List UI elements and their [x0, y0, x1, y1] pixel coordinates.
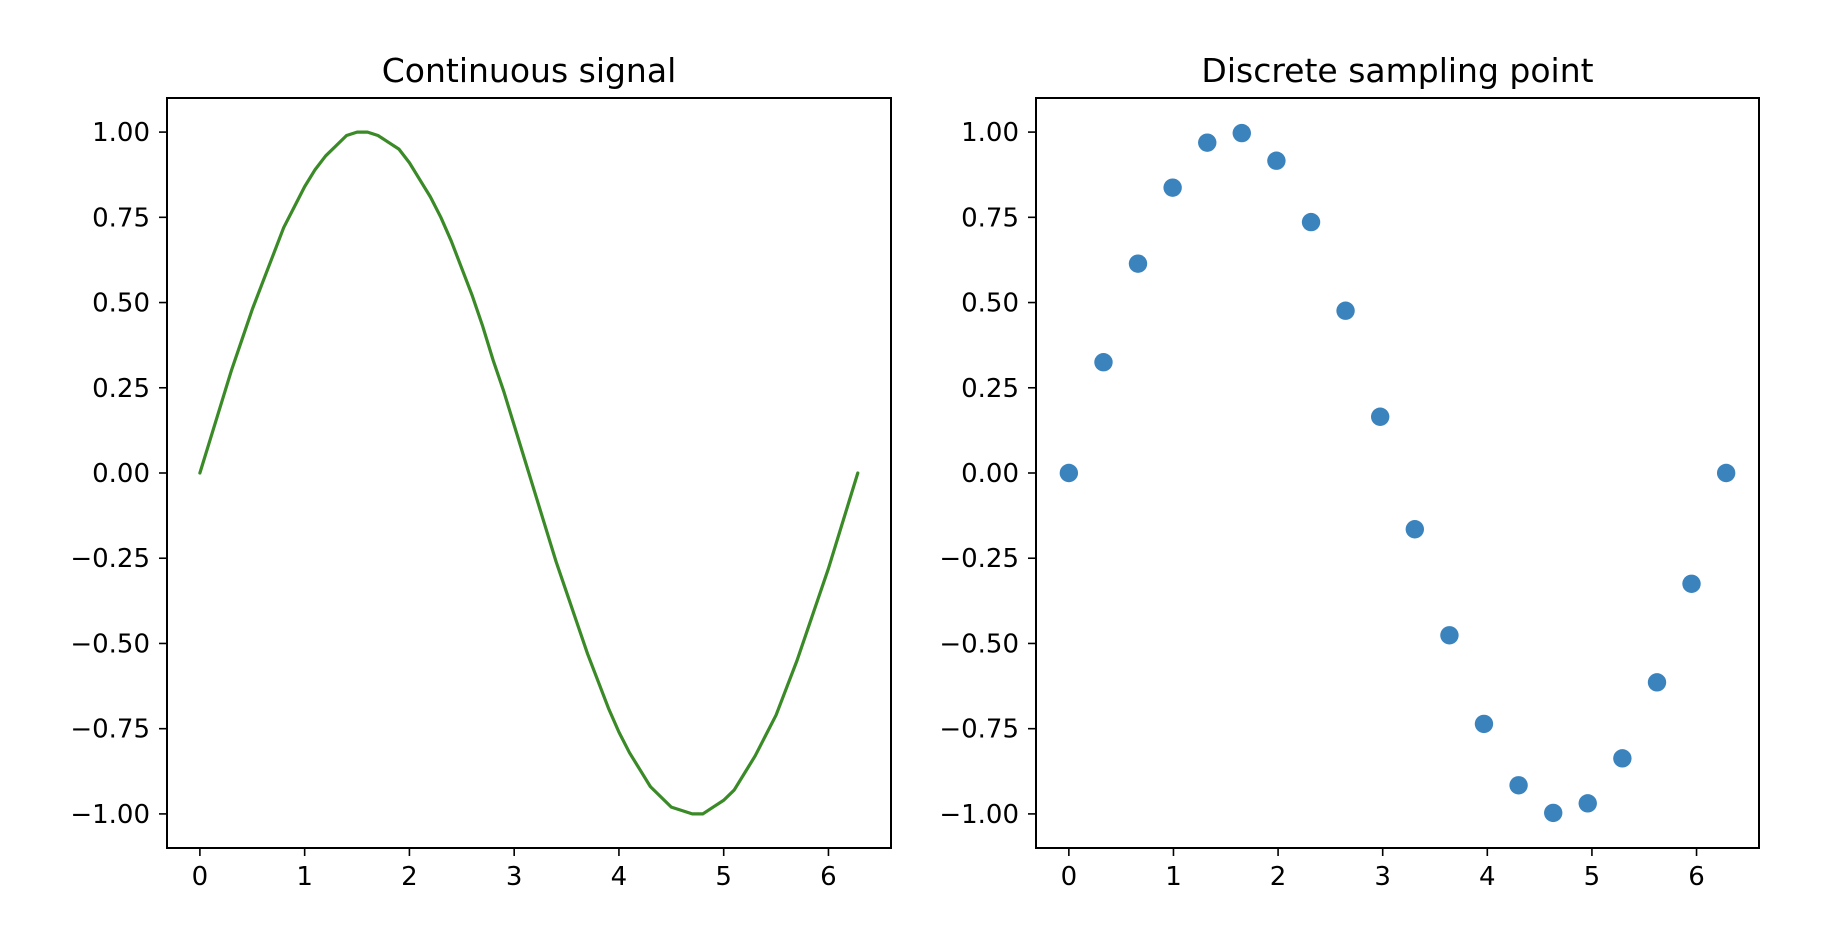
sample-point [1267, 151, 1286, 170]
sample-point [1440, 626, 1459, 645]
x-tick-label: 2 [1270, 862, 1287, 892]
sample-point [1059, 463, 1079, 483]
x-tick-label: 0 [192, 862, 209, 892]
y-tick-label: −0.75 [939, 715, 1019, 745]
y-tick-label: 1.00 [961, 118, 1019, 148]
y-tick-label: −0.50 [939, 629, 1019, 659]
sample-point [1613, 749, 1632, 768]
x-tick-label: 0 [1061, 862, 1078, 892]
x-tick-label: 5 [715, 862, 732, 892]
x-tick-label: 4 [611, 862, 628, 892]
chart-title: Discrete sampling point [1201, 51, 1593, 90]
sample-point [1474, 714, 1494, 734]
x-tick-label: 6 [1688, 862, 1705, 892]
sample-point [1578, 794, 1597, 813]
y-tick-label: −1.00 [70, 800, 150, 830]
sample-point [1301, 212, 1321, 232]
sample-point [1682, 574, 1701, 593]
sample-point [1405, 520, 1425, 539]
x-tick-label: 3 [506, 862, 523, 892]
y-tick-label: 0.50 [92, 289, 150, 319]
y-tick-label: 0.00 [92, 459, 150, 489]
y-tick-label: −1.00 [939, 800, 1019, 830]
sample-point [1198, 133, 1217, 152]
sample-point [1163, 178, 1182, 197]
x-tick-label: 1 [1165, 862, 1182, 892]
x-tick-label: 6 [820, 862, 837, 892]
y-tick-label: −0.75 [70, 715, 150, 745]
sample-point [1544, 803, 1563, 823]
axes-frame [1035, 97, 1760, 849]
x-tick-label: 4 [1479, 862, 1496, 892]
y-tick-label: 0.75 [961, 203, 1019, 233]
left-chart-panel: 0 1 2 3 4 5 6 1.00 0.75 0.50 0.25 0.00 −0.25 −0.50 −0.… [70, 51, 892, 892]
y-tick-label: −0.25 [70, 544, 150, 574]
sample-point [1232, 123, 1251, 143]
y-tick-label: 0.25 [92, 374, 150, 404]
sample-point [1370, 407, 1390, 426]
sample-point [1128, 254, 1148, 273]
y-tick-label: 0.50 [961, 289, 1019, 319]
x-tick-label: 2 [401, 862, 418, 892]
x-tick-label: 5 [1584, 862, 1601, 892]
sample-point [1647, 673, 1667, 692]
signal-line [198, 130, 860, 816]
x-tick-label: 1 [296, 862, 313, 892]
y-tick-label: 1.00 [92, 118, 150, 148]
y-tick-label: −0.25 [939, 544, 1019, 574]
sample-point [1716, 463, 1736, 483]
y-tick-label: 0.25 [961, 374, 1019, 404]
right-chart-panel: 0 1 2 3 4 5 6 1.00 0.75 0.50 0.25 0.00 −0.25 −0.50 −0.… [939, 51, 1760, 892]
sample-point [1509, 776, 1528, 795]
chart-title: Continuous signal [382, 51, 677, 90]
x-tick-label: 3 [1374, 862, 1391, 892]
y-tick-label: 0.75 [92, 203, 150, 233]
sample-point [1094, 353, 1113, 372]
y-tick-label: −0.50 [70, 629, 150, 659]
y-tick-label: 0.00 [961, 459, 1019, 489]
sample-point [1336, 301, 1355, 320]
